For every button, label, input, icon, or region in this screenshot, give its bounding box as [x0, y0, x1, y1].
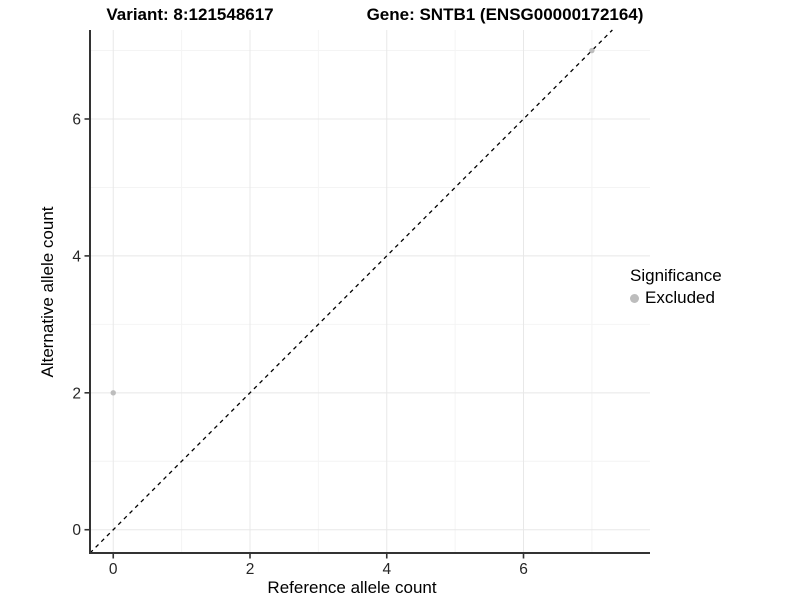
x-tick-label: 4	[382, 561, 391, 578]
y-axis-label: Alternative allele count	[38, 206, 57, 378]
variant-title: Variant: 8:121548617	[106, 5, 274, 24]
y-tick-label: 6	[72, 111, 81, 128]
data-point	[110, 390, 116, 396]
identity-reference-line	[89, 29, 613, 554]
x-tick-label: 0	[109, 561, 118, 578]
excluded-point-icon	[630, 293, 639, 303]
gene-title: Gene: SNTB1 (ENSG00000172164)	[366, 5, 644, 24]
legend-title: Significance	[630, 266, 722, 285]
x-tick-label: 6	[519, 561, 528, 578]
legend-item-label: Excluded	[645, 288, 715, 307]
legend-item-excluded: Excluded	[630, 288, 722, 308]
x-axis-label: Reference allele count	[267, 578, 437, 597]
y-tick-label: 2	[72, 385, 81, 402]
legend: Significance Excluded	[630, 266, 722, 308]
y-tick-label: 4	[72, 248, 81, 265]
data-point	[589, 47, 595, 54]
x-tick-label: 2	[246, 561, 255, 578]
y-tick-label: 0	[72, 522, 81, 539]
